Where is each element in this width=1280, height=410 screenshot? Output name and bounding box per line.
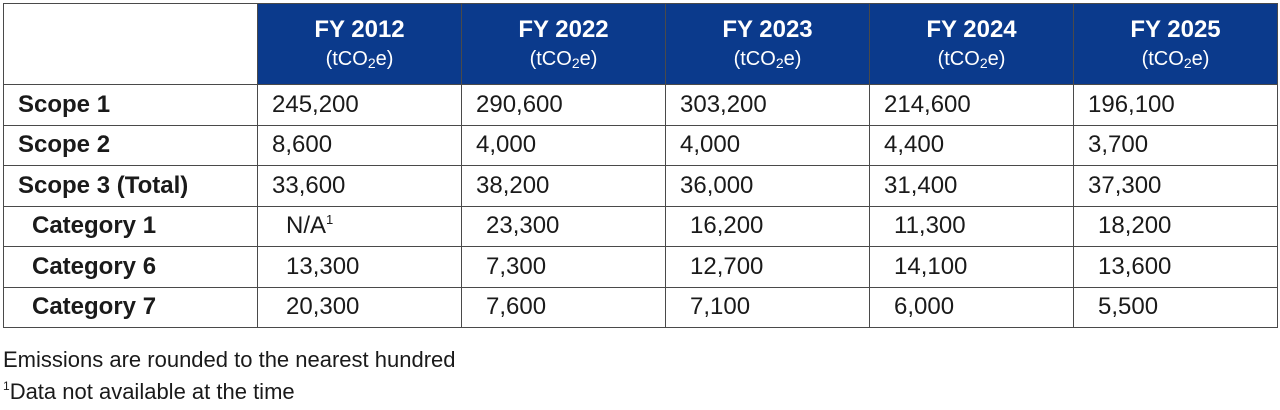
header-corner-cell xyxy=(3,3,258,85)
header-year: FY 2025 xyxy=(1130,16,1221,43)
header-fy-2012: FY 2012 (tCO2e) xyxy=(257,3,462,85)
header-year: FY 2023 xyxy=(722,16,813,43)
table-cell: 38,200 xyxy=(461,165,666,207)
footnote-text: Data not available at the time xyxy=(9,379,295,404)
table-row-scope-3-total: Scope 3 (Total) 33,600 38,200 36,000 31,… xyxy=(3,165,1278,207)
table-cell: 5,500 xyxy=(1073,286,1278,328)
table-row-category-7: Category 7 20,300 7,600 7,100 6,000 5,50… xyxy=(3,286,1278,328)
header-unit: (tCO2e) xyxy=(937,48,1006,71)
table-cell: 245,200 xyxy=(257,84,462,126)
na-value: N/A xyxy=(286,212,327,240)
row-label: Category 7 xyxy=(3,286,258,328)
header-fy-2022: FY 2022 (tCO2e) xyxy=(461,3,666,85)
header-unit: (tCO2e) xyxy=(1141,48,1210,71)
table-cell: 33,600 xyxy=(257,165,462,207)
table-cell: 23,300 xyxy=(461,205,666,247)
table-cell: 8,600 xyxy=(257,124,462,166)
table-cell: 303,200 xyxy=(665,84,870,126)
table-cell: 20,300 xyxy=(257,286,462,328)
table-cell: 290,600 xyxy=(461,84,666,126)
header-unit: (tCO2e) xyxy=(733,48,802,71)
table-cell: 3,700 xyxy=(1073,124,1278,166)
table-notes: Emissions are rounded to the nearest hun… xyxy=(3,344,456,408)
table-cell: 4,400 xyxy=(869,124,1074,166)
emissions-table-container: FY 2012 (tCO2e) FY 2022 (tCO2e) FY 2023 … xyxy=(3,3,1278,328)
table-cell: 36,000 xyxy=(665,165,870,207)
table-cell: 14,100 xyxy=(869,246,1074,288)
header-year: FY 2012 xyxy=(314,16,405,43)
table-cell: 7,300 xyxy=(461,246,666,288)
emissions-table: FY 2012 (tCO2e) FY 2022 (tCO2e) FY 2023 … xyxy=(3,3,1278,328)
footnote: 1Data not available at the time xyxy=(3,376,456,408)
row-label: Category 6 xyxy=(3,246,258,288)
header-fy-2023: FY 2023 (tCO2e) xyxy=(665,3,870,85)
header-unit: (tCO2e) xyxy=(325,48,394,71)
row-label: Scope 1 xyxy=(3,84,258,126)
table-cell: 4,000 xyxy=(461,124,666,166)
table-row-scope-2: Scope 2 8,600 4,000 4,000 4,400 3,700 xyxy=(3,124,1278,166)
row-label: Scope 2 xyxy=(3,124,258,166)
header-fy-2025: FY 2025 (tCO2e) xyxy=(1073,3,1278,85)
table-cell: 16,200 xyxy=(665,205,870,247)
row-label: Scope 3 (Total) xyxy=(3,165,258,207)
table-cell: 6,000 xyxy=(869,286,1074,328)
table-cell: 13,600 xyxy=(1073,246,1278,288)
header-fy-2024: FY 2024 (tCO2e) xyxy=(869,3,1074,85)
table-row-scope-1: Scope 1 245,200 290,600 303,200 214,600 … xyxy=(3,84,1278,126)
table-cell: 7,600 xyxy=(461,286,666,328)
table-cell: 13,300 xyxy=(257,246,462,288)
footnote-marker: 1 xyxy=(326,212,334,228)
table-cell: 4,000 xyxy=(665,124,870,166)
header-year: FY 2024 xyxy=(926,16,1017,43)
table-cell: 12,700 xyxy=(665,246,870,288)
header-row: FY 2012 (tCO2e) FY 2022 (tCO2e) FY 2023 … xyxy=(3,3,1278,85)
table-cell: 37,300 xyxy=(1073,165,1278,207)
table-row-category-1: Category 1 N/A1 23,300 16,200 11,300 18,… xyxy=(3,205,1278,247)
table-cell: 214,600 xyxy=(869,84,1074,126)
header-year: FY 2022 xyxy=(518,16,609,43)
table-cell: 196,100 xyxy=(1073,84,1278,126)
header-unit: (tCO2e) xyxy=(529,48,598,71)
table-cell: 7,100 xyxy=(665,286,870,328)
table-cell: 31,400 xyxy=(869,165,1074,207)
rounding-note: Emissions are rounded to the nearest hun… xyxy=(3,347,456,372)
table-row-category-6: Category 6 13,300 7,300 12,700 14,100 13… xyxy=(3,246,1278,288)
row-label: Category 1 xyxy=(3,205,258,247)
table-cell: N/A1 xyxy=(257,205,462,247)
table-cell: 18,200 xyxy=(1073,205,1278,247)
footnote-marker: 1 xyxy=(3,379,10,393)
table-cell: 11,300 xyxy=(869,205,1074,247)
